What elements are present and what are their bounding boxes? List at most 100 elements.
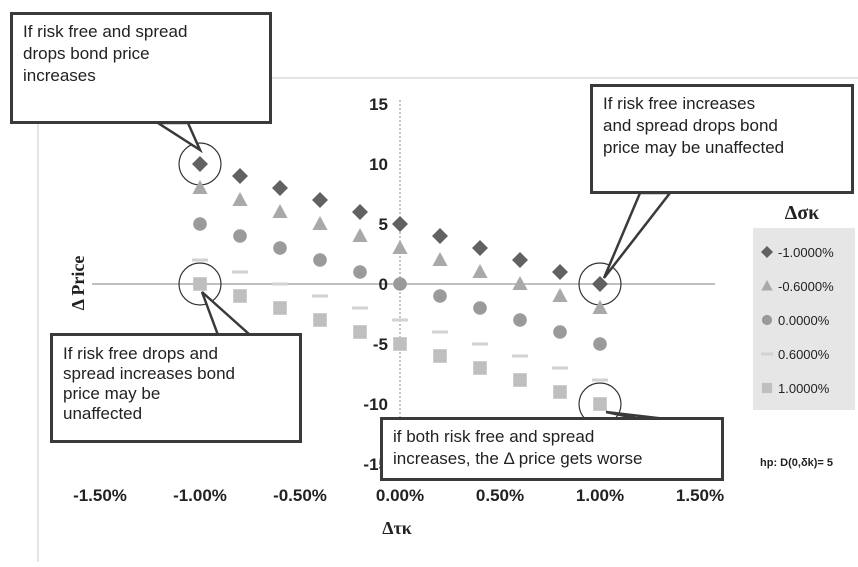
legend-marker-square — [761, 382, 773, 394]
callout-pointer — [153, 121, 203, 154]
y-tick-label: 0 — [379, 275, 388, 294]
y-tick-label: 15 — [369, 95, 388, 114]
callout-pointer — [602, 191, 673, 279]
data-point-triangle — [272, 204, 288, 218]
data-point-dash — [512, 354, 528, 358]
x-tick-label: -0.50% — [273, 486, 327, 505]
data-point-square — [553, 385, 567, 399]
x-tick-label: 1.00% — [576, 486, 624, 505]
callout-line: and spread drops bond — [603, 116, 778, 135]
legend-label: 1.0000% — [778, 381, 830, 396]
data-point-circle — [273, 241, 287, 255]
data-point-diamond — [352, 204, 368, 220]
data-point-dash — [392, 318, 408, 322]
data-point-square — [353, 325, 367, 339]
data-point-circle — [553, 325, 567, 339]
callout-line: price may be — [63, 384, 161, 403]
callout-bottom-right: if both risk free and spread increases, … — [380, 417, 724, 481]
data-point-triangle — [432, 252, 448, 266]
data-point-square — [393, 337, 407, 351]
callout-top-left: If risk free and spread drops bond price… — [10, 12, 272, 124]
data-point-diamond — [552, 264, 568, 280]
data-point-triangle — [192, 180, 208, 194]
y-tick-label: 5 — [379, 215, 388, 234]
legend-label: 0.6000% — [778, 347, 830, 362]
data-point-triangle — [352, 228, 368, 242]
data-point-circle — [473, 301, 487, 315]
data-point-circle — [393, 277, 407, 291]
legend-label: -0.6000% — [778, 279, 834, 294]
callout-line: drops bond price — [23, 44, 150, 63]
data-point-triangle — [472, 264, 488, 278]
data-point-circle — [353, 265, 367, 279]
x-tick-label: 0.00% — [376, 486, 424, 505]
callout-bottom-left: If risk free drops and spread increases … — [50, 333, 302, 443]
data-point-dash — [352, 306, 368, 310]
hypothesis-note: hp: D(0,δk)= 5 — [760, 457, 833, 469]
data-point-dash — [592, 378, 608, 382]
callout-line: price may be unaffected — [603, 138, 785, 157]
data-point-diamond — [512, 252, 528, 268]
legend-marker-dash — [761, 352, 773, 356]
data-point-dash — [472, 342, 488, 346]
data-point-triangle — [512, 276, 528, 290]
data-point-triangle — [312, 216, 328, 230]
data-point-dash — [312, 294, 328, 298]
data-point-triangle — [232, 192, 248, 206]
callout-line: spread increases bond — [63, 364, 236, 383]
data-point-square — [513, 373, 527, 387]
data-point-diamond — [192, 156, 208, 172]
x-tick-label: -1.50% — [73, 486, 127, 505]
data-point-square — [313, 313, 327, 327]
y-tick-label: 10 — [369, 155, 388, 174]
callout-top-right: If risk free increases and spread drops … — [590, 84, 854, 194]
data-point-diamond — [472, 240, 488, 256]
data-point-diamond — [592, 276, 608, 292]
data-point-diamond — [392, 216, 408, 232]
legend-marker-triangle — [761, 280, 773, 291]
highlight-circle — [178, 262, 222, 306]
y-tick-label: -10 — [363, 395, 388, 414]
callout-line: increases, the Δ price gets worse — [393, 449, 643, 468]
data-point-circle — [513, 313, 527, 327]
legend-label: 0.0000% — [778, 313, 830, 328]
data-point-square — [233, 289, 247, 303]
x-tick-label: 0.50% — [476, 486, 524, 505]
callout-line: unaffected — [63, 404, 143, 423]
x-axis-title: Δτκ — [382, 518, 412, 538]
legend-marker-diamond — [761, 246, 773, 258]
data-point-dash — [192, 258, 208, 262]
y-axis-title: Δ Price — [68, 256, 88, 311]
data-point-diamond — [312, 192, 328, 208]
data-point-triangle — [552, 288, 568, 302]
legend-label: -1.0000% — [778, 245, 834, 260]
x-tick-label: -1.00% — [173, 486, 227, 505]
callout-line: If risk free increases — [603, 94, 756, 113]
legend-marker-circle — [761, 314, 773, 326]
data-point-square — [193, 277, 207, 291]
y-tick-label: -5 — [373, 335, 388, 354]
data-point-circle — [233, 229, 247, 243]
data-point-square — [273, 301, 287, 315]
data-point-square — [433, 349, 447, 363]
data-point-circle — [433, 289, 447, 303]
data-point-square — [473, 361, 487, 375]
data-point-circle — [313, 253, 327, 267]
callout-line: If risk free and spread — [23, 22, 188, 41]
data-point-square — [593, 397, 607, 411]
data-point-circle — [193, 217, 207, 231]
data-point-diamond — [272, 180, 288, 196]
data-point-diamond — [432, 228, 448, 244]
data-point-triangle — [392, 240, 408, 254]
data-point-triangle — [592, 300, 608, 314]
x-tick-label: 1.50% — [676, 486, 724, 505]
data-point-dash — [272, 282, 288, 286]
callout-line: if both risk free and spread — [393, 427, 595, 446]
data-point-diamond — [232, 168, 248, 184]
callout-line: increases — [23, 66, 96, 85]
data-point-dash — [552, 366, 568, 370]
data-point-dash — [232, 270, 248, 274]
data-point-circle — [593, 337, 607, 351]
